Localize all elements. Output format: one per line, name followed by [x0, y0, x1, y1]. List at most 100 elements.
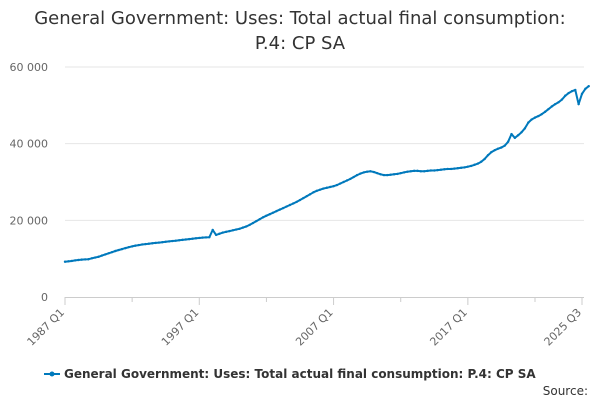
data-point [268, 213, 271, 216]
series-layer [63, 84, 590, 263]
y-tick-label: 60 000 [10, 61, 49, 74]
data-point [365, 170, 369, 173]
data-point [513, 136, 517, 140]
data-point [211, 228, 214, 232]
data-point [409, 170, 412, 173]
data-point [402, 171, 406, 174]
data-point [208, 236, 211, 239]
x-axis-ticks: 1987 Q1 1997 Q1 2007 Q1 2017 Q1 2025 Q3 [25, 297, 584, 349]
data-point [570, 89, 574, 93]
data-point [285, 205, 288, 208]
data-point [90, 257, 94, 260]
data-point [97, 255, 100, 258]
data-point [191, 237, 194, 240]
data-point [429, 169, 433, 172]
data-point [73, 259, 77, 262]
data-point [392, 173, 396, 176]
data-point [231, 229, 235, 232]
data-point [204, 236, 208, 239]
data-point [560, 98, 564, 101]
chart-title-line-1: General Government: Uses: Total actual f… [34, 8, 566, 29]
data-point [271, 211, 275, 214]
data-point [120, 247, 124, 251]
data-point [506, 140, 510, 143]
legend-dot-marker [49, 371, 55, 377]
data-point [574, 88, 577, 92]
data-point [342, 180, 345, 184]
data-point [449, 167, 453, 171]
data-point [70, 259, 73, 263]
data-point [137, 243, 141, 247]
data-point [67, 260, 70, 263]
data-point [399, 171, 402, 175]
data-point [577, 102, 580, 106]
data-point [352, 175, 355, 179]
data-point [426, 169, 429, 173]
data-point [332, 185, 335, 188]
data-point [235, 228, 238, 231]
data-point [416, 169, 419, 173]
chart-title-line-2: P.4: CP SA [255, 33, 346, 54]
data-point [439, 168, 443, 171]
data-point [369, 170, 372, 173]
data-point [517, 134, 520, 137]
data-point [167, 240, 171, 243]
legend[interactable]: General Government: Uses: Total actual f… [44, 367, 536, 381]
data-point [144, 242, 147, 246]
y-tick-label: 20 000 [10, 214, 49, 227]
data-point [493, 148, 496, 152]
data-point [510, 132, 513, 136]
data-point [134, 244, 137, 247]
data-point [194, 237, 198, 240]
data-point [177, 239, 181, 242]
data-point [503, 144, 506, 147]
data-point [496, 147, 500, 150]
data-point [339, 182, 342, 185]
series-line [64, 85, 590, 263]
data-point [459, 166, 463, 170]
data-point [221, 231, 224, 234]
data-point [349, 177, 352, 181]
data-point [325, 186, 329, 189]
data-point [258, 217, 261, 221]
data-point [174, 239, 177, 242]
data-point [87, 258, 90, 261]
data-point [312, 191, 315, 194]
data-point [251, 221, 255, 225]
data-point [248, 223, 251, 227]
data-point [547, 107, 550, 111]
data-point [201, 236, 204, 239]
data-point [228, 229, 231, 233]
data-point [456, 167, 459, 170]
data-point [433, 169, 436, 172]
data-point [412, 169, 416, 173]
data-point [94, 256, 97, 259]
data-point [127, 245, 130, 249]
data-point [480, 160, 483, 163]
data-point [396, 172, 399, 176]
data-point [470, 164, 473, 168]
data-point [372, 170, 376, 174]
data-point [580, 92, 584, 96]
data-point [100, 254, 104, 257]
x-tick-label: 1997 Q1 [159, 306, 202, 349]
data-point [386, 173, 389, 177]
data-point [241, 226, 245, 229]
data-point [141, 243, 144, 246]
data-point [443, 168, 446, 171]
data-point [567, 91, 570, 95]
data-point [523, 127, 527, 130]
data-point [329, 185, 332, 189]
data-point [379, 173, 382, 176]
data-point [164, 240, 167, 243]
data-point [238, 227, 241, 230]
data-point [483, 157, 486, 161]
data-point [473, 163, 476, 166]
legend-label: General Government: Uses: Total actual f… [64, 367, 536, 381]
data-point [80, 258, 83, 261]
data-point [537, 114, 540, 118]
data-point [188, 237, 191, 241]
data-point [389, 173, 392, 176]
